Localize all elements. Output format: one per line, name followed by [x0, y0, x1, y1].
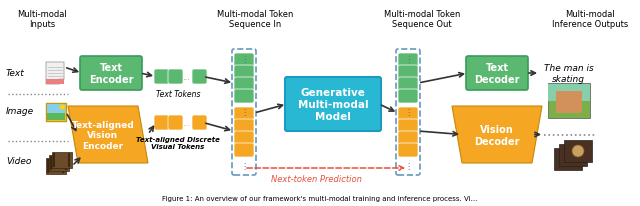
Polygon shape [59, 80, 64, 85]
FancyBboxPatch shape [398, 143, 418, 157]
Bar [554, 148, 582, 170]
Text: ...: ... [182, 73, 190, 82]
Text: Multi-modal
Inputs: Multi-modal Inputs [17, 10, 67, 29]
Text: Text-aligned Discrete
Visual Tokens: Text-aligned Discrete Visual Tokens [136, 136, 220, 149]
Polygon shape [46, 63, 64, 85]
Bar [62, 159, 64, 173]
Text: Video: Video [6, 157, 31, 166]
Text: Text
Decoder: Text Decoder [474, 63, 520, 84]
Text: Image: Image [6, 107, 34, 116]
FancyBboxPatch shape [234, 90, 254, 103]
FancyBboxPatch shape [398, 54, 418, 68]
FancyBboxPatch shape [398, 131, 418, 145]
FancyBboxPatch shape [398, 78, 418, 91]
Text: Text Tokens: Text Tokens [156, 90, 200, 98]
Text: ...: ... [182, 118, 190, 127]
Bar [548, 85, 590, 102]
Bar [559, 144, 587, 166]
Bar [47, 104, 65, 114]
Circle shape [567, 149, 579, 161]
Bar [46, 103, 66, 121]
Polygon shape [68, 107, 148, 163]
Circle shape [572, 145, 584, 157]
FancyBboxPatch shape [398, 90, 418, 103]
Text: Multi-modal Token
Sequence Out: Multi-modal Token Sequence Out [384, 10, 460, 29]
FancyBboxPatch shape [398, 108, 418, 121]
Bar [556, 91, 582, 114]
Polygon shape [452, 107, 542, 163]
Text: Generative
Multi-modal
Model: Generative Multi-modal Model [298, 88, 368, 121]
FancyBboxPatch shape [398, 66, 418, 80]
FancyBboxPatch shape [234, 143, 254, 157]
Text: ⋮: ⋮ [404, 55, 412, 64]
Text: Vision
Decoder: Vision Decoder [474, 125, 520, 146]
Text: Figure 1: An overview of our framework's multi-modal training and inference proc: Figure 1: An overview of our framework's… [163, 195, 477, 201]
FancyBboxPatch shape [192, 115, 207, 130]
Bar [47, 114, 65, 121]
Bar [53, 153, 55, 167]
FancyBboxPatch shape [234, 54, 254, 68]
Text: Text-aligned
Vision
Encoder: Text-aligned Vision Encoder [72, 121, 134, 150]
Bar [47, 159, 49, 173]
Text: Multi-modal Token
Sequence In: Multi-modal Token Sequence In [217, 10, 293, 29]
FancyBboxPatch shape [285, 78, 381, 131]
FancyBboxPatch shape [168, 70, 183, 85]
Circle shape [562, 153, 574, 165]
Text: ⋮: ⋮ [240, 108, 248, 116]
Bar [49, 155, 69, 171]
Text: ⋮: ⋮ [404, 108, 412, 116]
Text: The man is
skating: The man is skating [544, 64, 594, 83]
Text: Text
Encoder: Text Encoder [89, 63, 133, 84]
FancyBboxPatch shape [168, 115, 183, 130]
FancyBboxPatch shape [192, 70, 207, 85]
FancyBboxPatch shape [234, 66, 254, 80]
Bar [548, 84, 590, 118]
Bar [68, 153, 70, 167]
FancyBboxPatch shape [80, 57, 142, 91]
FancyBboxPatch shape [154, 70, 169, 85]
FancyBboxPatch shape [154, 115, 169, 130]
Bar [50, 156, 52, 170]
Circle shape [60, 105, 65, 110]
FancyBboxPatch shape [234, 78, 254, 91]
FancyBboxPatch shape [398, 119, 418, 133]
Bar [52, 152, 72, 168]
Bar [46, 158, 66, 174]
Bar [46, 80, 64, 85]
FancyBboxPatch shape [466, 57, 528, 91]
Bar [564, 140, 592, 162]
Text: ⋮: ⋮ [240, 55, 248, 64]
Bar [65, 156, 67, 170]
FancyBboxPatch shape [234, 119, 254, 133]
Text: Text: Text [6, 69, 25, 78]
FancyBboxPatch shape [234, 108, 254, 121]
Text: Next-token Prediction: Next-token Prediction [271, 174, 362, 183]
Text: ⋮: ⋮ [404, 161, 412, 170]
Text: Multi-modal
Inference Outputs: Multi-modal Inference Outputs [552, 10, 628, 29]
FancyBboxPatch shape [234, 131, 254, 145]
Text: ⋮: ⋮ [240, 161, 248, 170]
